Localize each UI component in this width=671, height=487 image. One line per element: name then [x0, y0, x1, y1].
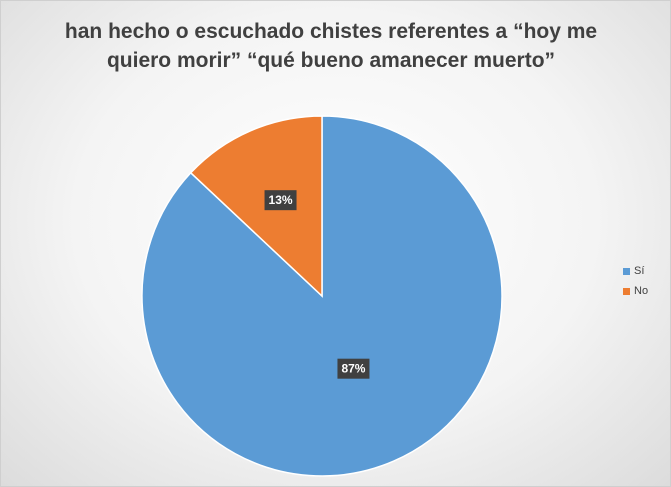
data-label-si: 87% — [337, 358, 370, 379]
data-label-text-si: 87% — [341, 362, 365, 376]
legend-swatch-si — [623, 267, 630, 275]
legend-item-no: No — [623, 281, 648, 301]
legend-label-no: No — [634, 285, 649, 297]
chart-title: han hecho o escuchado chistes referentes… — [64, 20, 598, 72]
data-label-no: 13% — [264, 190, 297, 211]
data-label-box-no — [264, 190, 297, 211]
legend-swatch-no — [623, 287, 630, 295]
legend: Sí No — [623, 261, 648, 301]
legend-item-si: Sí — [623, 261, 648, 281]
legend-label-si: Sí — [634, 265, 645, 277]
data-label-box-si — [337, 358, 370, 379]
data-label-text-no: 13% — [269, 193, 293, 207]
pie-slice-no — [189, 115, 323, 298]
